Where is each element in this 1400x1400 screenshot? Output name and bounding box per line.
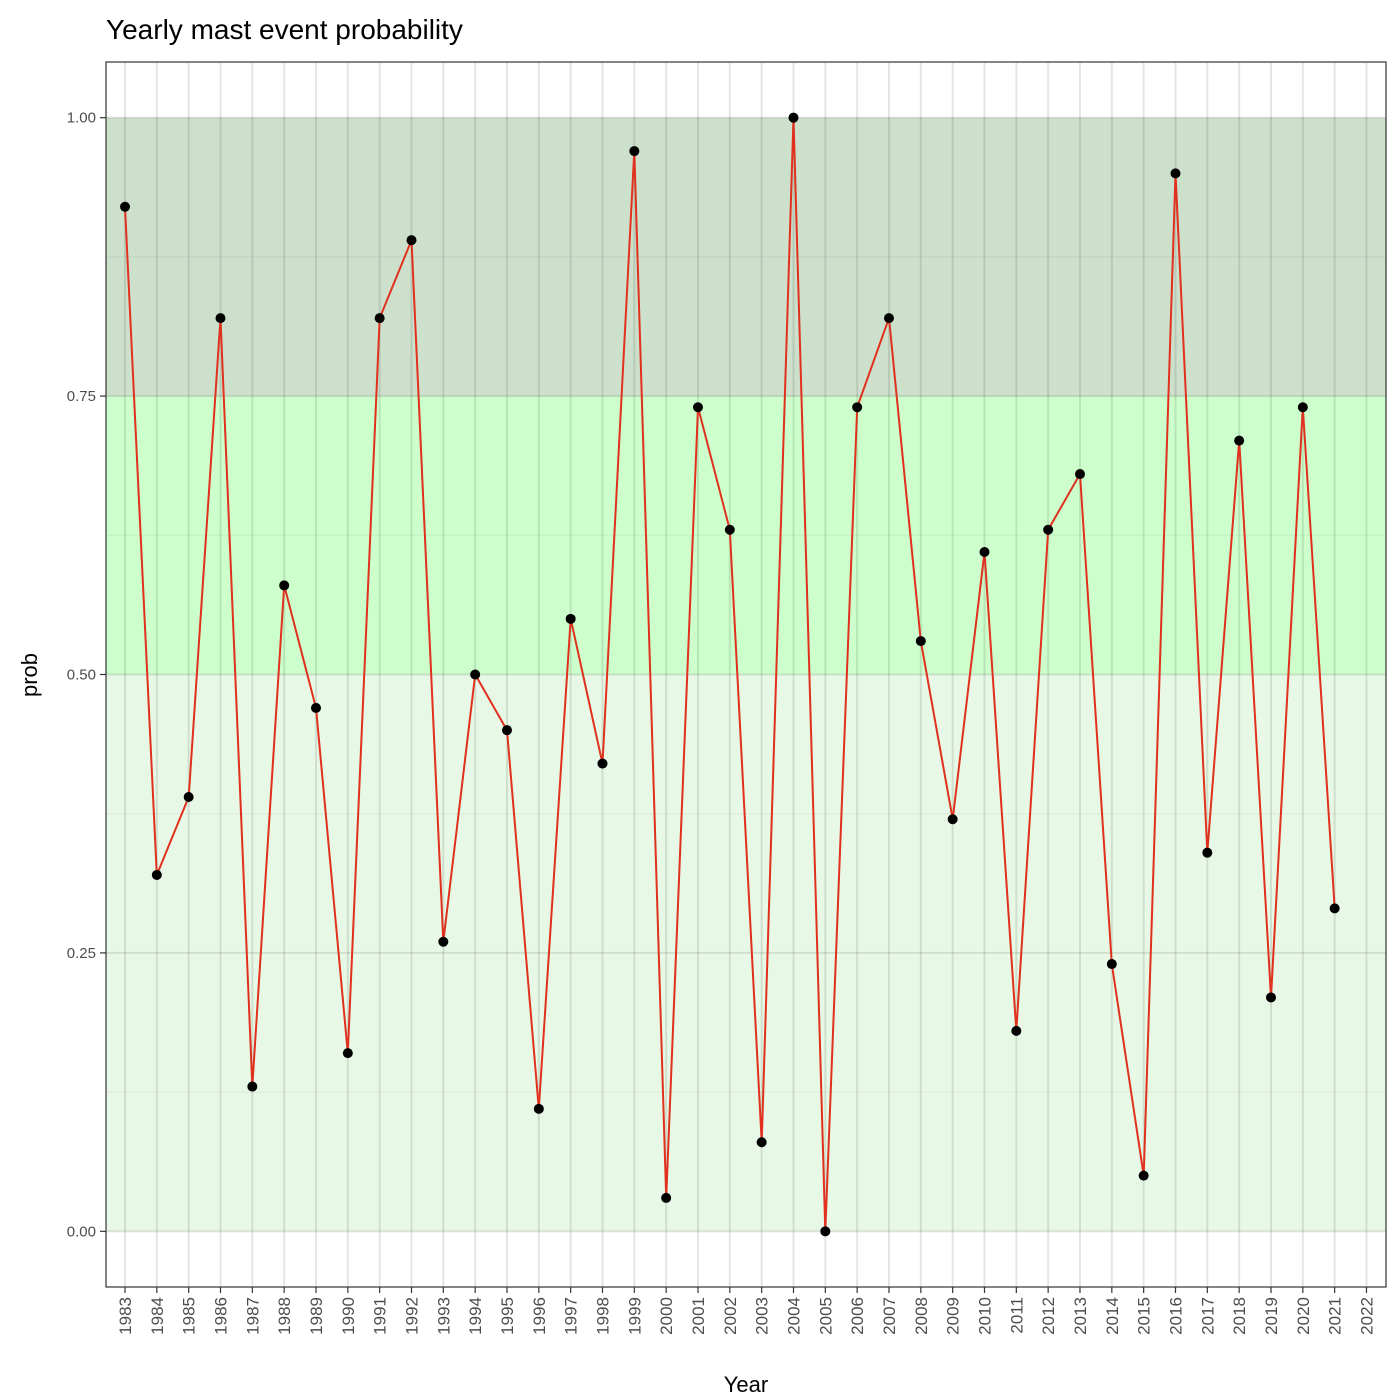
data-point-2008 <box>915 636 926 647</box>
x-tick-label: 1991 <box>371 1297 390 1335</box>
x-tick-label: 1996 <box>530 1297 549 1335</box>
y-tick-label: 0.00 <box>67 1223 96 1240</box>
data-point-2016 <box>1170 168 1181 179</box>
band-0 <box>106 674 1386 1232</box>
x-tick-label: 2017 <box>1198 1297 1217 1335</box>
x-tick-label: 1986 <box>211 1297 230 1335</box>
x-tick-label: 2016 <box>1166 1297 1185 1335</box>
data-point-1988 <box>279 580 290 591</box>
data-point-2015 <box>1138 1170 1149 1181</box>
x-tick-label: 2000 <box>657 1297 676 1335</box>
data-point-2010 <box>979 547 990 557</box>
x-tick-label: 2010 <box>975 1297 994 1335</box>
y-tick-label: 0.50 <box>67 667 96 684</box>
data-point-2000 <box>661 1192 672 1203</box>
data-point-1986 <box>215 313 226 324</box>
x-tick-label: 2004 <box>784 1297 803 1335</box>
data-point-2002 <box>724 524 735 535</box>
data-series <box>120 112 1340 1237</box>
x-axis-ticks: 1983 1984 1985 1986 1987 1988 1989 1990 1991 1992… <box>116 1287 1376 1335</box>
data-point-2005 <box>820 1226 831 1237</box>
data-point-2011 <box>1011 1025 1022 1036</box>
x-tick-label: 1999 <box>625 1297 644 1335</box>
data-point-2012 <box>1043 524 1054 535</box>
x-tick-label: 2014 <box>1103 1297 1122 1335</box>
x-tick-label: 2006 <box>848 1297 867 1335</box>
x-tick-label: 1993 <box>434 1297 453 1335</box>
data-point-1994 <box>470 669 481 680</box>
data-point-1983 <box>120 201 130 212</box>
data-point-1999 <box>629 146 640 157</box>
x-tick-label: 2012 <box>1039 1297 1058 1335</box>
data-point-1993 <box>438 936 449 947</box>
x-tick-label: 1992 <box>402 1297 421 1335</box>
x-tick-label: 1989 <box>307 1297 326 1335</box>
data-point-1989 <box>310 702 321 713</box>
y-tick-label: 0.75 <box>67 388 96 405</box>
chart-title: Yearly mast event probability <box>106 14 463 45</box>
x-tick-label: 2018 <box>1230 1297 1249 1335</box>
y-tick-label: 0.25 <box>67 945 96 962</box>
data-point-1990 <box>342 1048 353 1059</box>
x-tick-label: 1987 <box>243 1297 262 1335</box>
data-point-2001 <box>692 402 703 413</box>
y-tick-label: 1.00 <box>67 110 96 127</box>
x-tick-label: 1984 <box>148 1297 167 1335</box>
x-tick-label: 2011 <box>1007 1297 1026 1334</box>
x-tick-label: 1998 <box>593 1297 612 1335</box>
grid-lines <box>106 62 1386 1287</box>
data-point-2020 <box>1297 402 1308 413</box>
data-point-2004 <box>788 112 799 123</box>
data-point-1987 <box>247 1081 258 1092</box>
x-tick-label: 1985 <box>180 1297 199 1335</box>
x-tick-label: 2005 <box>816 1297 835 1335</box>
data-point-2003 <box>756 1137 767 1148</box>
x-tick-label: 2009 <box>944 1297 963 1335</box>
x-tick-label: 1994 <box>466 1297 485 1335</box>
x-tick-label: 2002 <box>721 1297 740 1335</box>
data-point-2019 <box>1265 992 1276 1003</box>
data-point-2018 <box>1234 435 1245 446</box>
x-tick-label: 1995 <box>498 1297 517 1335</box>
data-point-1985 <box>183 792 194 802</box>
data-point-2009 <box>947 814 958 825</box>
y-axis-label: prob <box>17 653 42 697</box>
data-point-1984 <box>151 869 162 880</box>
x-tick-label: 2007 <box>880 1297 899 1335</box>
data-point-1991 <box>374 313 385 324</box>
data-point-1995 <box>501 725 512 736</box>
data-point-1996 <box>533 1103 544 1114</box>
x-tick-label: 2020 <box>1294 1297 1313 1335</box>
x-tick-label: 1988 <box>275 1297 294 1335</box>
x-tick-label: 2021 <box>1326 1297 1345 1335</box>
y-axis-ticks: 0.00 0.25 0.50 0.75 1.00 <box>67 110 106 1240</box>
data-point-2017 <box>1202 847 1213 858</box>
x-tick-label: 1997 <box>562 1297 581 1335</box>
data-point-2013 <box>1074 469 1085 480</box>
x-axis-label: Year <box>724 1372 768 1397</box>
data-point-1998 <box>597 758 608 769</box>
x-tick-label: 2019 <box>1262 1297 1281 1335</box>
x-tick-label: 2015 <box>1135 1297 1154 1335</box>
x-tick-label: 2022 <box>1357 1297 1376 1335</box>
data-point-1992 <box>406 235 417 246</box>
x-tick-label: 1983 <box>116 1297 135 1335</box>
band-1 <box>106 396 1386 675</box>
data-point-1997 <box>565 613 576 624</box>
data-point-2021 <box>1329 903 1340 914</box>
x-tick-label: 2003 <box>753 1297 772 1335</box>
data-point-2014 <box>1106 959 1117 970</box>
x-tick-label: 2013 <box>1071 1297 1090 1335</box>
data-point-2007 <box>883 313 894 324</box>
x-tick-label: 2001 <box>689 1297 708 1335</box>
x-tick-label: 2008 <box>912 1297 931 1335</box>
data-point-2006 <box>852 402 863 413</box>
x-tick-label: 1990 <box>339 1297 358 1335</box>
